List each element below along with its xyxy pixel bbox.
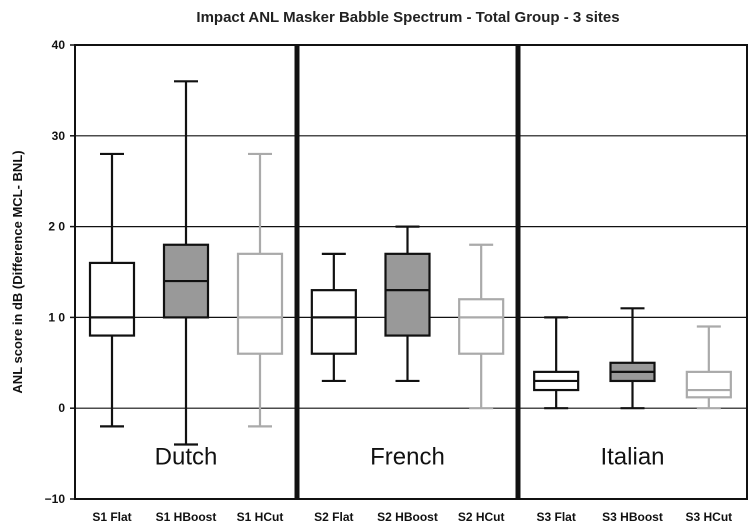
- category-label: S1 HBoost: [156, 510, 217, 524]
- box: [685, 370, 732, 399]
- y-tick-label: −10: [45, 492, 66, 506]
- group-label: French: [370, 443, 445, 470]
- y-tick-label: 40: [52, 38, 66, 52]
- category-label: S2 HBoost: [377, 510, 438, 524]
- group-labels: Dutch French Italian: [155, 443, 665, 470]
- category-labels: S1 Flat S1 HBoost S1 HCut S2 Flat S2 HBoost S…: [92, 510, 732, 524]
- category-label: S1 HCut: [237, 510, 284, 524]
- category-label: S3 Flat: [536, 510, 575, 524]
- chart-title: Impact ANL Masker Babble Spectrum - Tota…: [196, 9, 619, 26]
- box: [236, 252, 284, 355]
- plot-frame: [74, 44, 748, 500]
- boxes: [88, 80, 732, 446]
- category-label: S3 HCut: [685, 510, 732, 524]
- box: [310, 289, 357, 355]
- box: [458, 298, 505, 355]
- box: [88, 261, 136, 337]
- y-tick-label: 30: [52, 129, 66, 143]
- box: [384, 252, 431, 337]
- category-label: S2 Flat: [314, 510, 353, 524]
- y-tick-label: 0: [58, 401, 65, 415]
- y-tick-label: 1 0: [48, 310, 65, 324]
- category-label: S2 HCut: [458, 510, 505, 524]
- group-dividers: [294, 45, 521, 499]
- y-tick-label: 2 0: [48, 220, 65, 234]
- y-axis-ticks: 40 30 2 0 1 0 0 −10: [45, 38, 75, 506]
- group-label: Dutch: [155, 443, 218, 470]
- group-label: Italian: [600, 443, 664, 470]
- category-label: S1 Flat: [92, 510, 131, 524]
- y-axis-label: ANL score in dB (Difference MCL- BNL): [10, 150, 25, 393]
- category-label: S3 HBoost: [602, 510, 663, 524]
